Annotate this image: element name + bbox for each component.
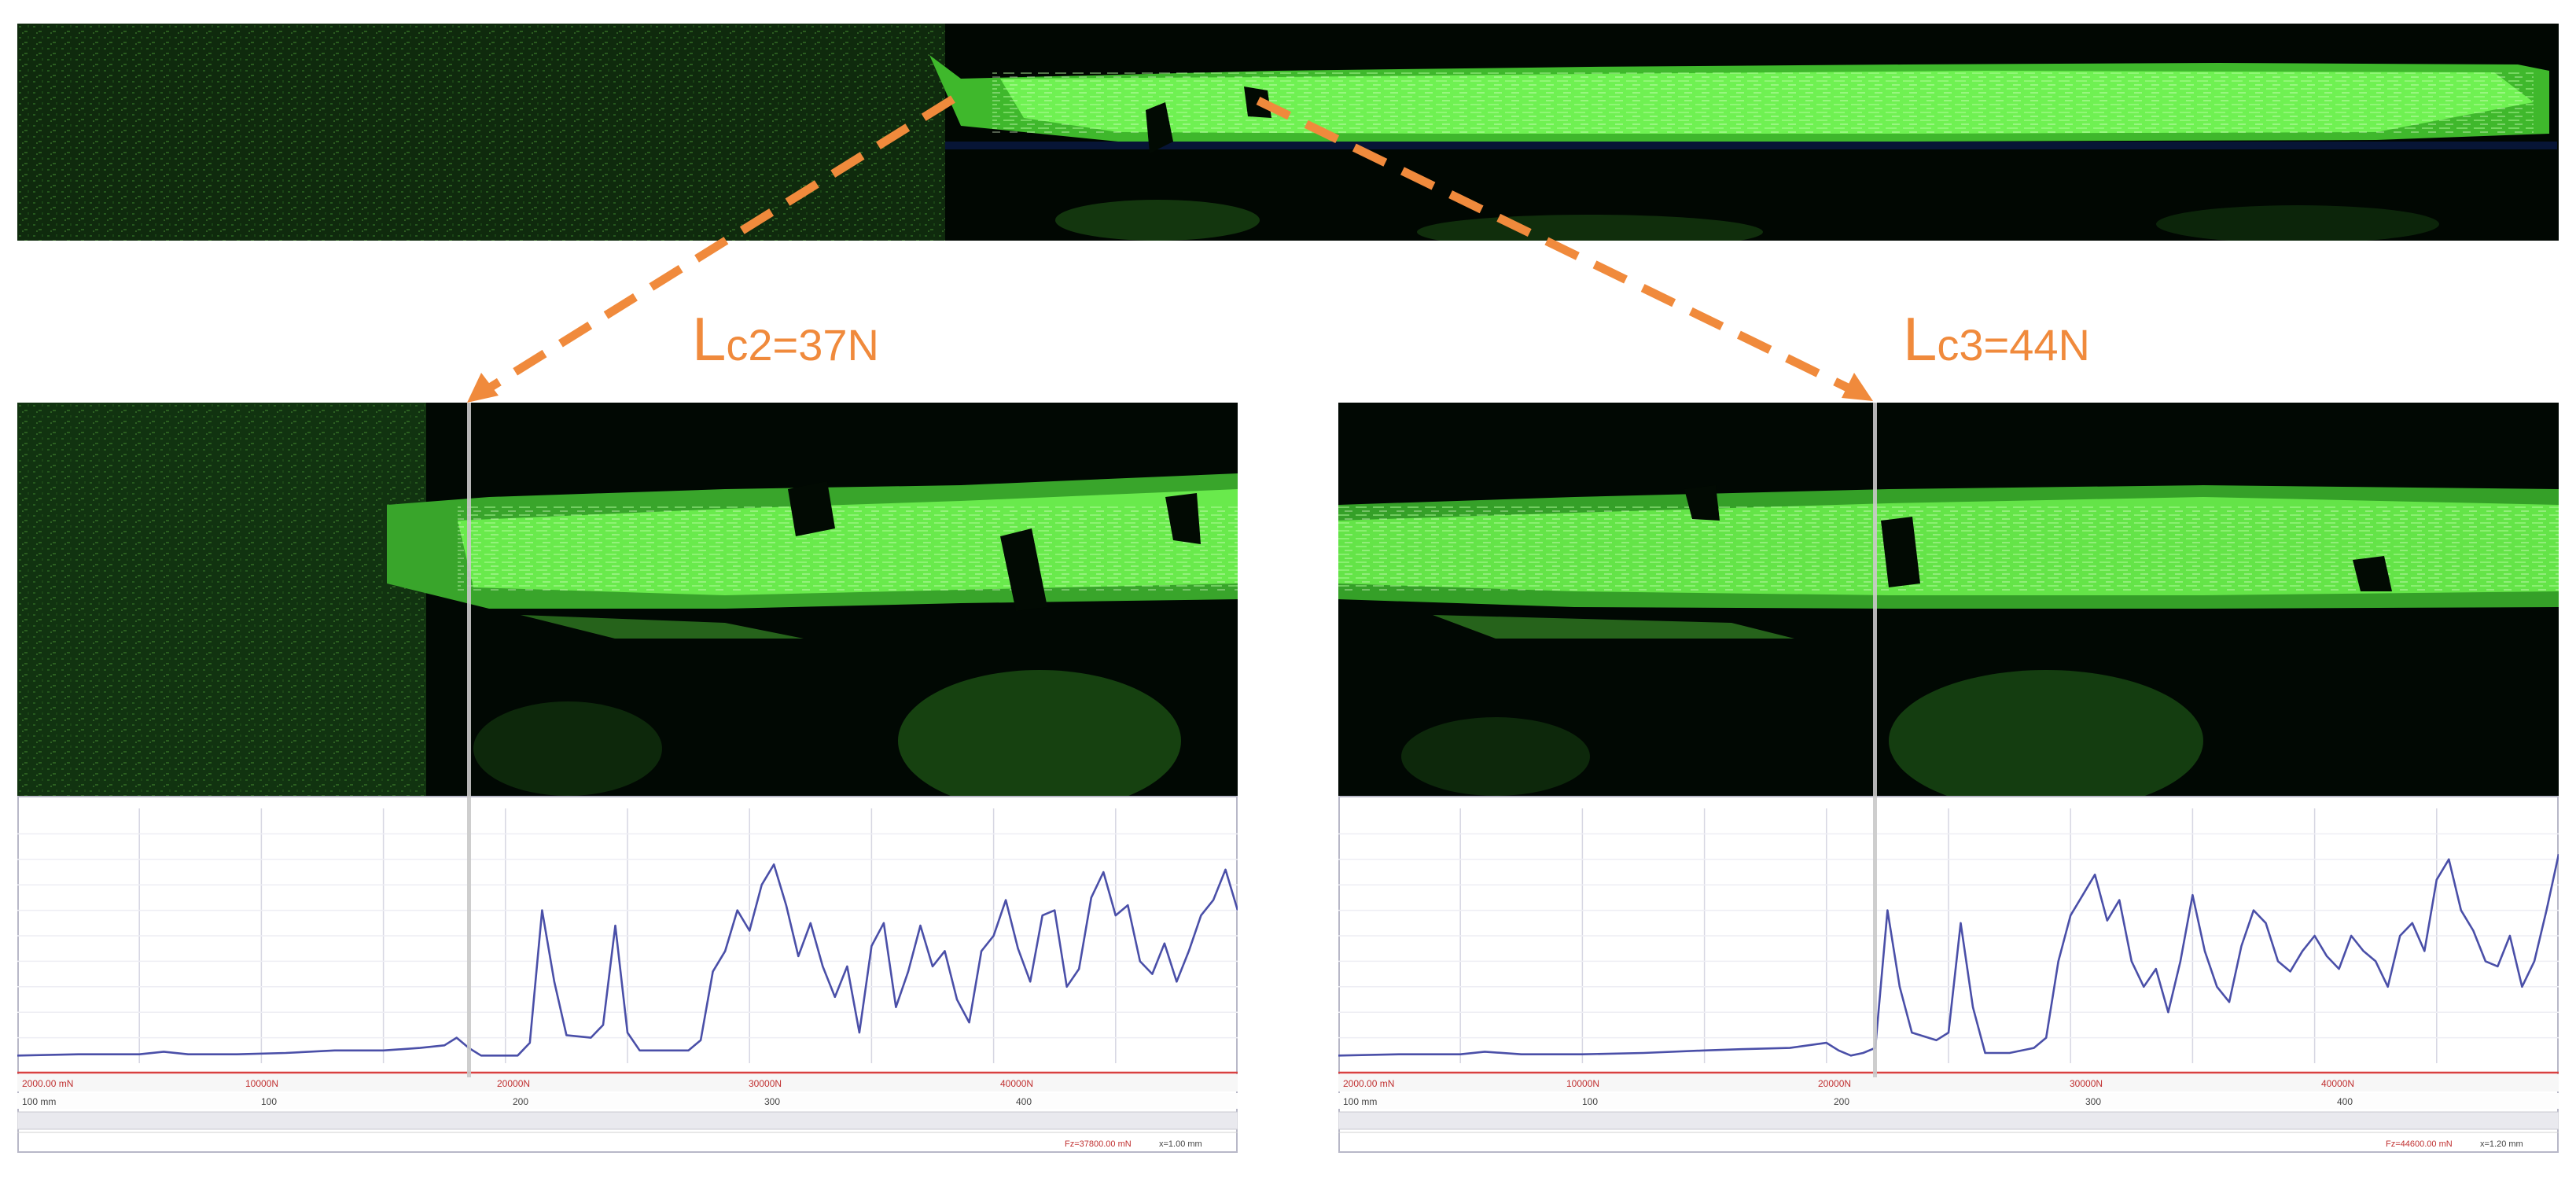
- micrograph-left: [17, 403, 1238, 796]
- axis-tick-label: 40000N: [2321, 1078, 2354, 1089]
- xaxis-tick-label: 200: [513, 1096, 528, 1107]
- label-lc2-sub: c2=37N: [726, 320, 879, 370]
- axis-tick-label: 10000N: [1566, 1078, 1599, 1089]
- micrograph-right: [1338, 403, 2559, 796]
- xaxis-tick-label: 100: [261, 1096, 277, 1107]
- xaxis-tick-label: 300: [764, 1096, 780, 1107]
- axis-tick-label: 10000N: [245, 1078, 278, 1089]
- callout-arrows: [467, 95, 1873, 403]
- footer-readout: Fz=44600.00 mN: [2386, 1139, 2453, 1149]
- xaxis-strip: [1338, 1093, 2559, 1109]
- plot-panel-right: 2000.00 mN10000N20000N30000N40000N50000N…: [1338, 796, 2559, 1153]
- label-lc2-main: L: [692, 304, 727, 374]
- xaxis-tick-label: 200: [1834, 1096, 1849, 1107]
- footer-readout: x=1.20 mm: [2480, 1139, 2523, 1149]
- axis-strip: [1338, 1074, 2559, 1091]
- arrow-lc3-head: [1842, 373, 1873, 401]
- axis-strip: [17, 1074, 1238, 1091]
- footer-readout: Fz=37800.00 mN: [1065, 1139, 1132, 1149]
- xaxis-tick-label: 100: [1582, 1096, 1598, 1107]
- scrollbar-track: [17, 1111, 1238, 1130]
- axis-left-label: 2000.00 mN: [22, 1078, 73, 1089]
- label-lc3-main: L: [1903, 304, 1938, 374]
- xaxis-tick-label: 300: [2085, 1096, 2101, 1107]
- axis-tick-label: 20000N: [1818, 1078, 1851, 1089]
- footer-readout: x=1.00 mm: [1159, 1139, 1202, 1149]
- xaxis-tick-label: 400: [1016, 1096, 1032, 1107]
- axis-tick-label: 30000N: [2070, 1078, 2103, 1089]
- friction-signal-line: [1338, 854, 2559, 1057]
- label-lc2: Lc2=37N: [692, 308, 879, 370]
- axis-left-label: 2000.00 mN: [1343, 1078, 1394, 1089]
- scrollbar-track: [1338, 1111, 2559, 1130]
- axis-tick-label: 20000N: [497, 1078, 530, 1089]
- xaxis-tick-label: 400: [2337, 1096, 2353, 1107]
- friction-signal-line: [17, 863, 1238, 1057]
- arrow-lc2: [484, 95, 955, 394]
- xaxis-strip: [17, 1093, 1238, 1109]
- arrow-lc3: [1256, 97, 1855, 394]
- xaxis-left-label: 100 mm: [22, 1096, 56, 1107]
- axis-tick-label: 40000N: [1000, 1078, 1033, 1089]
- xaxis-left-label: 100 mm: [1343, 1096, 1377, 1107]
- scratch-micrograph-full: [17, 24, 2559, 241]
- chart-right: 2000.00 mN10000N20000N30000N40000N50000N…: [1338, 796, 2559, 1153]
- critical-load-marker-left: [467, 403, 471, 1077]
- arrow-lc2-head: [467, 373, 499, 403]
- chart-left: 2000.00 mN10000N20000N30000N40000N50000N…: [17, 796, 1238, 1153]
- critical-load-marker-right: [1873, 403, 1877, 1077]
- plot-panel-left: 2000.00 mN10000N20000N30000N40000N50000N…: [17, 796, 1238, 1153]
- label-lc3: Lc3=44N: [1903, 308, 2090, 370]
- label-lc3-sub: c3=44N: [1937, 320, 2090, 370]
- axis-tick-label: 30000N: [749, 1078, 782, 1089]
